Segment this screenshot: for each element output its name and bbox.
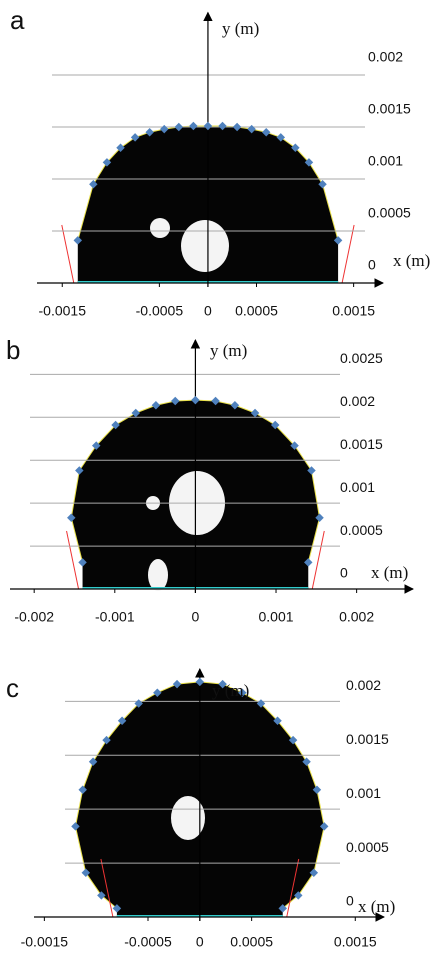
data-point bbox=[307, 466, 316, 475]
x-tick-label: 0 bbox=[204, 303, 212, 319]
x-axis-label: x (m) bbox=[358, 897, 395, 916]
data-point bbox=[256, 699, 266, 708]
data-point bbox=[319, 822, 329, 831]
data-point bbox=[304, 558, 313, 567]
data-point bbox=[302, 757, 311, 766]
data-point bbox=[189, 121, 198, 131]
data-point bbox=[250, 408, 260, 418]
x-tick-label: 0.0005 bbox=[235, 303, 278, 319]
y-tick-label: 0.001 bbox=[340, 479, 375, 495]
data-point bbox=[333, 236, 343, 245]
panel-label: b bbox=[6, 335, 20, 365]
data-point bbox=[288, 735, 298, 745]
y-tick-label: 0.0005 bbox=[368, 205, 411, 221]
data-point bbox=[290, 441, 299, 450]
data-point bbox=[309, 868, 319, 878]
data-point bbox=[230, 401, 240, 410]
tangent-line bbox=[61, 224, 75, 284]
data-point bbox=[174, 122, 184, 132]
x-tick-label: -0.0005 bbox=[124, 934, 172, 950]
y-tick-label: 0.0015 bbox=[340, 436, 383, 452]
x-tick-label: -0.0005 bbox=[136, 303, 184, 319]
x-axis-label: x (m) bbox=[371, 563, 408, 582]
x-tick-label: 0.0015 bbox=[334, 934, 377, 950]
reflection bbox=[148, 559, 168, 591]
data-point bbox=[261, 127, 271, 137]
x-axis-label: x (m) bbox=[393, 251, 430, 270]
data-point bbox=[92, 441, 101, 450]
panel-label: c bbox=[6, 673, 19, 703]
y-tick-label: 0.0005 bbox=[346, 839, 389, 855]
y-tick-label: 0 bbox=[368, 257, 376, 273]
data-point bbox=[75, 466, 84, 475]
tangent-line bbox=[286, 858, 300, 918]
x-tick-label: -0.002 bbox=[14, 609, 54, 625]
y-tick-label: 0.001 bbox=[368, 153, 403, 169]
x-tick-label: -0.0015 bbox=[21, 934, 69, 950]
tangent-line bbox=[100, 858, 114, 918]
data-point bbox=[318, 179, 327, 189]
data-point bbox=[89, 179, 98, 189]
x-tick-label: 0.002 bbox=[339, 609, 374, 625]
data-point bbox=[291, 143, 300, 153]
data-point bbox=[294, 891, 303, 900]
x-tick-label: 0.0005 bbox=[230, 934, 273, 950]
y-tick-label: 0.002 bbox=[340, 393, 375, 409]
data-point bbox=[304, 158, 314, 167]
data-point bbox=[159, 124, 169, 134]
x-tick-label: -0.0015 bbox=[39, 303, 87, 319]
y-tick-label: 0.0005 bbox=[340, 522, 383, 538]
data-point bbox=[312, 785, 322, 795]
y-tick-label: 0.001 bbox=[346, 785, 381, 801]
y-tick-label: 0.002 bbox=[368, 49, 403, 65]
reflection bbox=[181, 220, 229, 272]
data-point bbox=[73, 236, 83, 245]
data-point bbox=[203, 121, 213, 131]
y-tick-label: 0 bbox=[346, 893, 354, 909]
data-point bbox=[116, 143, 125, 153]
reflection bbox=[171, 796, 205, 840]
data-point bbox=[247, 124, 256, 134]
data-point bbox=[102, 158, 112, 167]
data-point bbox=[218, 121, 227, 131]
data-point bbox=[130, 133, 140, 142]
data-point bbox=[151, 401, 161, 410]
x-tick-label: 0 bbox=[192, 609, 200, 625]
x-tick-label: 0.0015 bbox=[332, 303, 375, 319]
y-tick-label: 0.0015 bbox=[368, 101, 411, 117]
x-tick-label: -0.001 bbox=[95, 609, 135, 625]
data-point bbox=[276, 133, 286, 142]
data-point bbox=[111, 420, 120, 430]
y-tick-label: 0.0015 bbox=[346, 731, 389, 747]
data-point bbox=[232, 122, 242, 132]
data-point bbox=[171, 396, 180, 406]
data-point bbox=[278, 904, 287, 913]
tangent-line bbox=[341, 224, 355, 284]
panel-label: a bbox=[10, 5, 25, 35]
data-point bbox=[315, 513, 324, 522]
y-tick-label: 0.0025 bbox=[340, 350, 383, 366]
y-axis-label: y (m) bbox=[222, 19, 259, 38]
data-point bbox=[131, 408, 140, 418]
y-axis-label: y (m) bbox=[212, 681, 249, 700]
data-point bbox=[191, 395, 200, 405]
tangent-line bbox=[66, 530, 80, 590]
tangent-line bbox=[311, 530, 325, 590]
data-point bbox=[145, 127, 154, 137]
data-point bbox=[270, 420, 280, 430]
data-point bbox=[211, 396, 220, 406]
y-tick-label: 0 bbox=[340, 565, 348, 581]
data-point bbox=[273, 716, 282, 725]
y-axis-label: y (m) bbox=[210, 341, 247, 360]
x-tick-label: 0 bbox=[196, 934, 204, 950]
reflection bbox=[150, 218, 170, 238]
x-tick-label: 0.001 bbox=[258, 609, 293, 625]
y-tick-label: 0.002 bbox=[346, 677, 381, 693]
